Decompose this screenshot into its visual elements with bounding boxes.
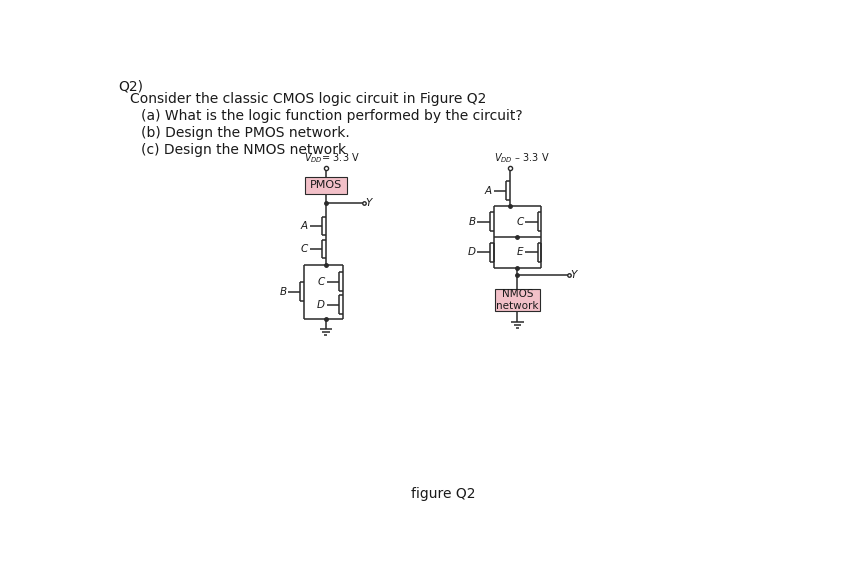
FancyBboxPatch shape — [495, 289, 540, 311]
Text: Q2): Q2) — [118, 79, 143, 93]
Text: D: D — [468, 247, 476, 257]
Text: (a) What is the logic function performed by the circuit?: (a) What is the logic function performed… — [141, 109, 523, 123]
Text: $V_{DD}$= 3.3 V: $V_{DD}$= 3.3 V — [304, 151, 360, 165]
Text: $V_{DD}$ – 3.3 V: $V_{DD}$ – 3.3 V — [493, 151, 550, 165]
Text: B: B — [279, 286, 287, 297]
Text: C: C — [517, 217, 524, 226]
Text: C: C — [301, 244, 308, 254]
Text: E: E — [518, 247, 524, 257]
Text: Y: Y — [365, 198, 372, 208]
Text: (c) Design the NMOS network: (c) Design the NMOS network — [141, 143, 346, 157]
Text: figure Q2: figure Q2 — [410, 487, 475, 501]
Text: Y: Y — [570, 271, 577, 281]
FancyBboxPatch shape — [305, 177, 347, 194]
Text: Consider the classic CMOS logic circuit in Figure Q2: Consider the classic CMOS logic circuit … — [130, 92, 486, 106]
Text: PMOS: PMOS — [309, 180, 342, 190]
Text: B: B — [469, 217, 476, 226]
Text: A: A — [301, 221, 308, 231]
Text: D: D — [317, 300, 325, 310]
Text: NMOS
network: NMOS network — [496, 289, 539, 311]
Text: (b) Design the PMOS network.: (b) Design the PMOS network. — [141, 126, 350, 140]
Text: C: C — [318, 276, 325, 286]
Text: A: A — [485, 186, 492, 196]
